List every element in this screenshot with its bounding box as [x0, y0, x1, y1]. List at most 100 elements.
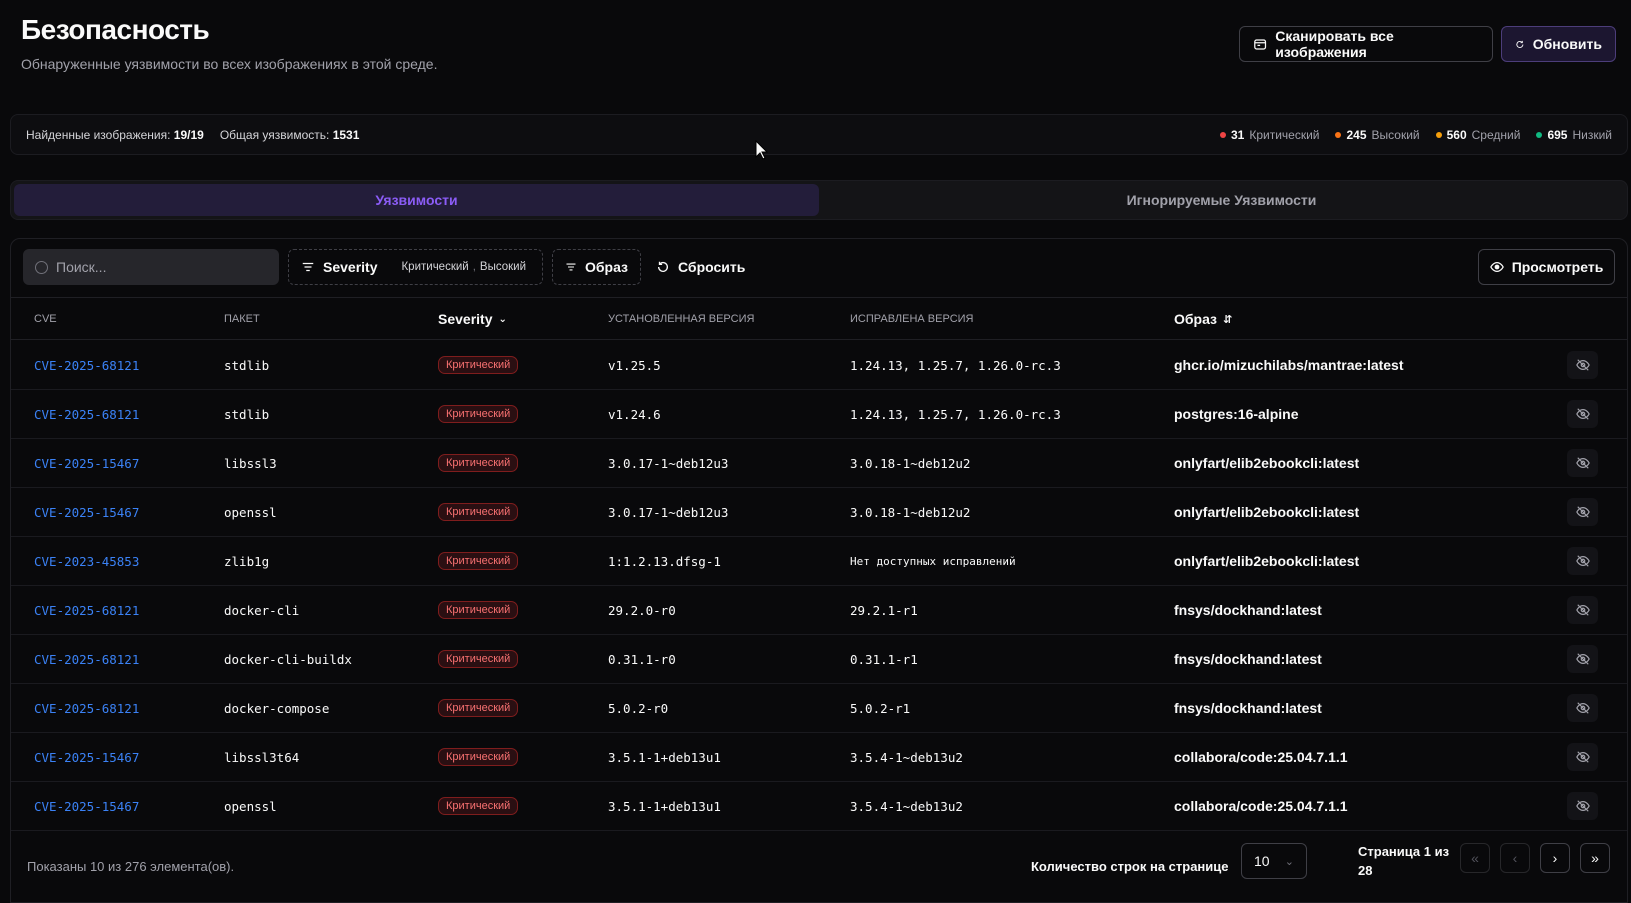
scan-all-images-button[interactable]: Сканировать все изображения [1239, 26, 1493, 62]
severity-cell: Критический [438, 782, 519, 830]
ignore-vulnerability-button[interactable] [1567, 351, 1598, 379]
reset-label: Сбросить [678, 259, 746, 275]
mouse-cursor-icon [755, 140, 769, 160]
eye-off-icon [1575, 652, 1590, 666]
severity-badge: Критический [438, 454, 519, 472]
package-name: libssl3t64 [224, 749, 300, 765]
table-row: CVE-2025-68121 stdlib Критический v1.25.5 1.… [11, 341, 1627, 390]
fixed-version: 3.5.4-1~deb13u2 [850, 749, 963, 765]
column-header-image[interactable]: Образ ⇵ [1174, 298, 1232, 340]
rows-per-page-select[interactable]: 10 ⌄ [1241, 843, 1307, 879]
medium-count: 560 Средний [1435, 128, 1520, 142]
image-name: collabora/code:25.04.7.1.1 [1174, 749, 1348, 765]
refresh-button[interactable]: Обновить [1501, 26, 1616, 62]
table-row: CVE-2025-15467 openssl Критический 3.5.1-1+… [11, 782, 1627, 831]
total-vulnerabilities-label: Общая уязвимость: [219, 127, 330, 142]
chevrons-right-icon: » [1591, 850, 1599, 866]
column-header-fixed-version: ИСПРАВЛЕНА ВЕРСИЯ [850, 313, 974, 325]
package-name: docker-cli [224, 602, 300, 618]
ignore-vulnerability-button[interactable] [1567, 498, 1598, 526]
image-name: fnsys/dockhand:latest [1174, 602, 1322, 618]
severity-counts: 31 Критический 245 Высокий 560 Средний 695 Н… [1219, 128, 1612, 142]
images-found-value: 19/19 [173, 127, 204, 142]
table-row: CVE-2025-68121 docker-cli-buildx Критическ… [11, 635, 1627, 684]
ignore-vulnerability-button[interactable] [1567, 694, 1598, 722]
cve-link[interactable]: CVE-2025-68121 [34, 602, 140, 618]
cve-link[interactable]: CVE-2025-15467 [34, 749, 140, 765]
search-box [23, 249, 279, 285]
package-name: libssl3 [224, 455, 277, 471]
cve-link[interactable]: CVE-2023-45853 [34, 553, 140, 569]
ignore-vulnerability-button[interactable] [1567, 449, 1598, 477]
cve-link[interactable]: CVE-2025-68121 [34, 406, 140, 422]
filter-icon [302, 262, 314, 272]
page-indicator-line-2: 28 [1358, 863, 1373, 878]
column-header-severity[interactable]: Severity ⌄ [438, 298, 507, 340]
chevron-down-icon: ⌄ [1284, 855, 1294, 868]
refresh-icon [1516, 40, 1524, 48]
first-page-button[interactable]: « [1460, 843, 1490, 873]
package-name: stdlib [224, 406, 270, 422]
severity-badge: Критический [438, 405, 519, 423]
cve-link[interactable]: CVE-2025-15467 [34, 504, 140, 520]
cve-link[interactable]: CVE-2025-68121 [34, 700, 140, 716]
installed-version: 3.5.1-1+deb13u1 [608, 749, 721, 765]
previous-page-button[interactable]: ‹ [1500, 843, 1530, 873]
ignore-vulnerability-button[interactable] [1567, 792, 1598, 820]
search-input[interactable] [56, 259, 256, 275]
ignore-vulnerability-button[interactable] [1567, 596, 1598, 624]
chevron-left-icon: ‹ [1512, 850, 1518, 866]
view-options-button[interactable]: Просмотреть [1478, 249, 1615, 285]
last-page-button[interactable]: » [1580, 843, 1610, 873]
table-row: CVE-2023-45853 zlib1g Критический 1:1.2.13.… [11, 537, 1627, 586]
image-name: postgres:16-alpine [1174, 406, 1299, 422]
sort-icon: ⇵ [1223, 313, 1233, 326]
cve-link[interactable]: CVE-2025-15467 [34, 798, 140, 814]
tab-ignored-vulnerabilities[interactable]: Игнорируемые Уязвимости [1126, 192, 1317, 208]
reset-filters-button[interactable]: Сбросить [656, 249, 745, 285]
table-header: CVE ПАКЕТ Severity ⌄ УСТАНОВЛЕННАЯ ВЕРСИ… [11, 297, 1627, 340]
eye-off-icon [1575, 505, 1590, 519]
filter-icon [566, 263, 576, 271]
critical-dot-icon [1219, 131, 1226, 138]
refresh-label: Обновить [1532, 36, 1602, 52]
high-dot-icon [1335, 131, 1342, 138]
severity-cell: Критический [438, 684, 519, 732]
severity-cell: Критический [438, 733, 519, 781]
cve-link[interactable]: CVE-2025-68121 [34, 651, 140, 667]
ignore-vulnerability-button[interactable] [1567, 645, 1598, 673]
fixed-version: 5.0.2-r1 [850, 700, 911, 716]
tab-vulnerabilities[interactable]: Уязвимости [14, 184, 819, 216]
cve-link[interactable]: CVE-2025-15467 [34, 455, 140, 471]
next-page-button[interactable]: › [1540, 843, 1570, 873]
low-count: 695 Низкий [1536, 128, 1612, 142]
column-header-package: ПАКЕТ [224, 313, 260, 325]
reset-icon [657, 261, 669, 272]
image-filter-button[interactable]: Образ [552, 249, 641, 285]
ignore-vulnerability-button[interactable] [1567, 743, 1598, 771]
table-row: CVE-2025-68121 docker-cli Критический 29.2.… [11, 586, 1627, 635]
ignore-vulnerability-button[interactable] [1567, 547, 1598, 575]
critical-count: 31 Критический [1219, 128, 1319, 142]
installed-version: v1.25.5 [608, 357, 661, 373]
page-indicator: Страница 1 из 28 [1358, 842, 1458, 880]
eye-off-icon [1575, 603, 1590, 617]
stats-bar: Найденные изображения: 19/19 Общая уязви… [10, 114, 1628, 155]
severity-badge: Критический [438, 797, 519, 815]
eye-off-icon [1575, 554, 1590, 568]
fixed-version: 3.5.4-1~deb13u2 [850, 798, 963, 814]
package-name: openssl [224, 798, 277, 814]
installed-version: 29.2.0-r0 [608, 602, 676, 618]
column-header-cve: CVE [34, 313, 57, 325]
ignore-vulnerability-button[interactable] [1567, 400, 1598, 428]
severity-filter-button[interactable]: Severity Критический, Высокий [288, 249, 543, 285]
package-name: docker-cli-buildx [224, 651, 352, 667]
column-header-installed-version: УСТАНОВЛЕННАЯ ВЕРСИЯ [608, 313, 755, 325]
chevron-right-icon: › [1552, 850, 1558, 866]
table-row: CVE-2025-15467 openssl Критический 3.0.17-1… [11, 488, 1627, 537]
scan-icon [1254, 38, 1267, 50]
chevrons-left-icon: « [1471, 850, 1479, 866]
eye-off-icon [1575, 407, 1590, 421]
image-name: ghcr.io/mizuchilabs/mantrae:latest [1174, 357, 1404, 373]
cve-link[interactable]: CVE-2025-68121 [34, 357, 140, 373]
